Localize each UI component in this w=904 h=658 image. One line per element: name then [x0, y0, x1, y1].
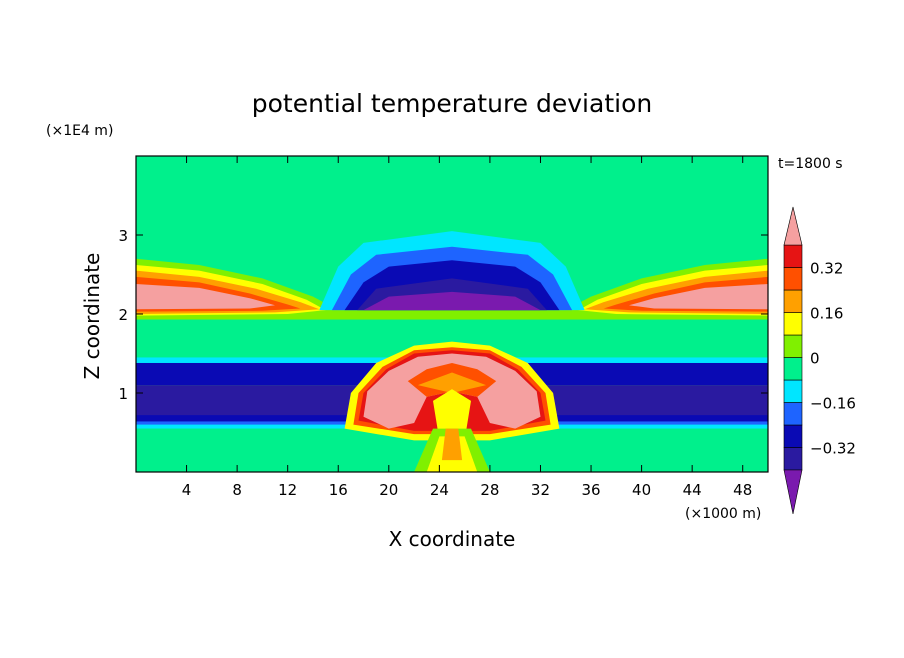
x-tick-label: 28	[480, 481, 499, 499]
colorbar-segment	[783, 402, 803, 426]
contour-band	[136, 319, 768, 324]
contour-region	[363, 291, 541, 311]
x-axis-label: X coordinate	[389, 527, 516, 551]
x-tick-label: 8	[232, 481, 242, 499]
colorbar-segment	[783, 289, 803, 313]
x-tick-label: 12	[278, 481, 297, 499]
contour-region	[629, 284, 768, 310]
colorbar-tick-label: −0.32	[810, 440, 856, 458]
x-tick-label: 16	[329, 481, 348, 499]
y-tick-label: 3	[118, 227, 128, 245]
colorbar-extend-bottom	[783, 469, 803, 515]
contour-region	[610, 156, 768, 232]
x-tick-label: 24	[430, 481, 449, 499]
colorbar-segment	[783, 267, 803, 291]
y-tick-label: 2	[118, 306, 128, 324]
y-unit-label: (×1E4 m)	[46, 123, 113, 139]
colorbar-tick-label: 0.16	[810, 305, 843, 323]
colorbar-segment	[783, 244, 803, 268]
colorbar: 0.32 0.16 0 −0.16 −0.32	[783, 206, 856, 515]
y-axis-label: Z coordinate	[80, 253, 104, 380]
colorbar-tick-label: 0.32	[810, 260, 843, 278]
colorbar-segment	[783, 447, 803, 471]
colorbar-segment	[783, 334, 803, 358]
colorbar-tick-label: −0.16	[810, 395, 856, 413]
x-tick-label: 36	[581, 481, 600, 499]
plot-area	[136, 156, 768, 472]
y-tick-label: 1	[118, 385, 128, 403]
contour-region	[417, 372, 487, 393]
time-label: t=1800 s	[778, 156, 843, 172]
x-tick-label: 32	[531, 481, 550, 499]
colorbar-tick-label: 0	[810, 350, 820, 368]
colorbar-segment	[783, 379, 803, 403]
colorbar-extend-top	[783, 206, 803, 246]
colorbar-segment	[783, 357, 803, 381]
x-tick-label: 4	[182, 481, 192, 499]
x-tick-label: 48	[733, 481, 752, 499]
x-unit-label: (×1000 m)	[685, 506, 761, 522]
x-tick-label: 44	[683, 481, 702, 499]
contour-band	[136, 310, 768, 322]
contour-region	[441, 428, 463, 461]
x-tick-label: 20	[379, 481, 398, 499]
colorbar-segment	[783, 424, 803, 448]
contour-region	[136, 284, 275, 310]
x-tick-label: 40	[632, 481, 651, 499]
contour-region	[433, 389, 471, 441]
chart-title: potential temperature deviation	[252, 89, 652, 118]
colorbar-segment	[783, 312, 803, 336]
contour-region	[136, 156, 294, 232]
